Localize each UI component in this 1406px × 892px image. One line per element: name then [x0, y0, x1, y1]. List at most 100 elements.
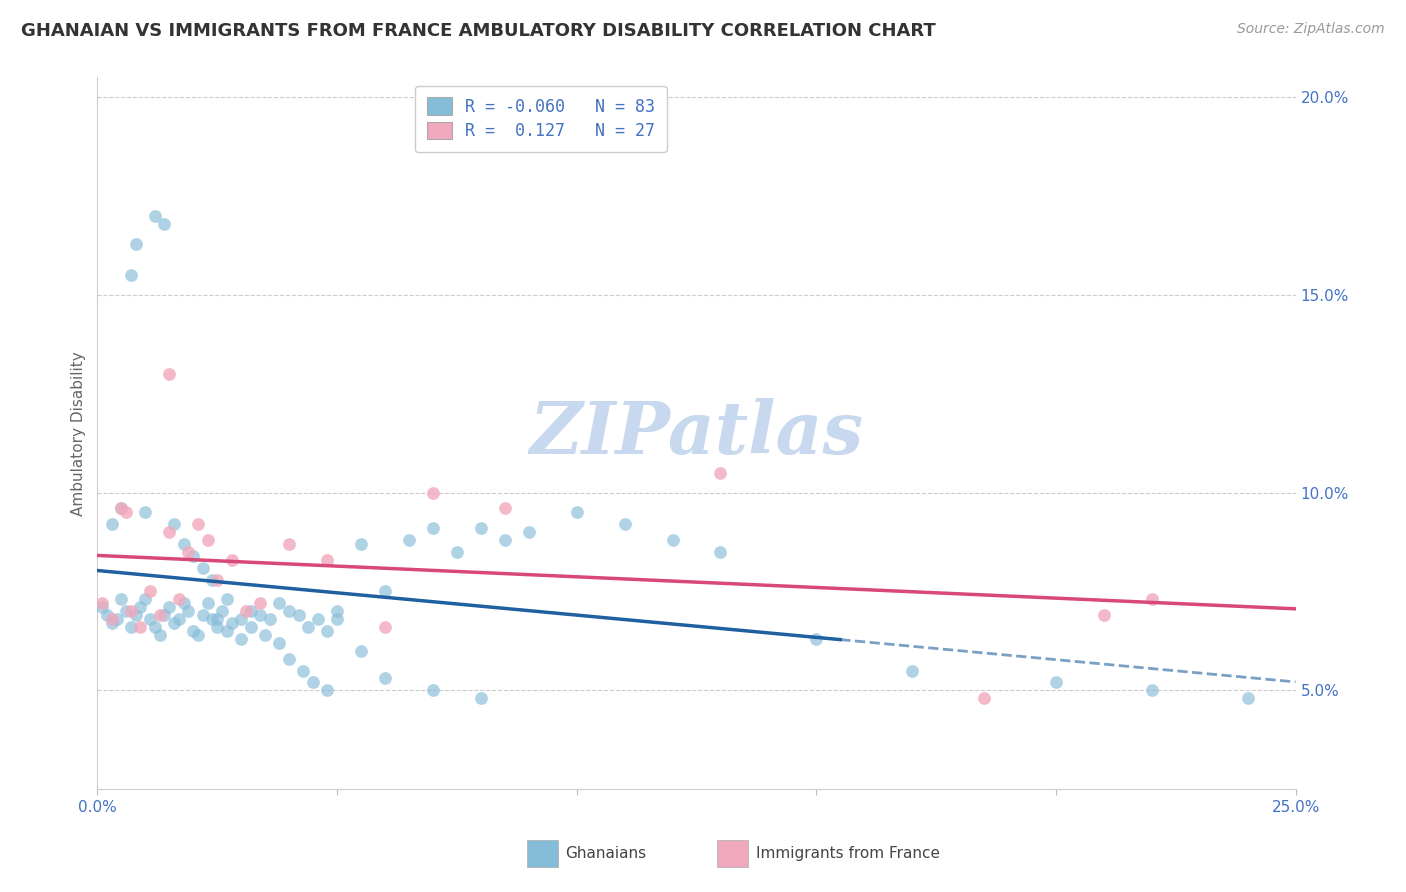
Point — [153, 217, 176, 231]
Point — [422, 683, 444, 698]
Point — [197, 533, 219, 547]
Text: Immigrants from France: Immigrants from France — [756, 847, 941, 861]
Point — [205, 612, 228, 626]
Point — [105, 612, 128, 626]
Point — [287, 608, 309, 623]
Point — [120, 620, 142, 634]
Point — [1140, 683, 1163, 698]
Point — [110, 501, 132, 516]
Point — [215, 592, 238, 607]
Point — [973, 691, 995, 706]
Text: GHANAIAN VS IMMIGRANTS FROM FRANCE AMBULATORY DISABILITY CORRELATION CHART: GHANAIAN VS IMMIGRANTS FROM FRANCE AMBUL… — [21, 22, 936, 40]
Point — [239, 620, 262, 634]
Point — [422, 521, 444, 535]
Point — [163, 517, 186, 532]
Point — [205, 620, 228, 634]
Point — [129, 600, 152, 615]
Point — [661, 533, 683, 547]
Point — [205, 573, 228, 587]
Point — [231, 612, 253, 626]
Point — [110, 501, 132, 516]
Point — [177, 604, 200, 618]
Point — [350, 644, 373, 658]
Point — [374, 620, 396, 634]
Point — [297, 620, 319, 634]
Point — [316, 624, 339, 638]
Point — [139, 584, 162, 599]
Point — [470, 521, 492, 535]
Point — [254, 628, 277, 642]
Point — [157, 367, 180, 381]
Point — [709, 545, 731, 559]
Point — [316, 553, 339, 567]
Point — [249, 596, 271, 610]
Point — [125, 608, 148, 623]
Point — [187, 628, 209, 642]
Point — [517, 525, 540, 540]
Point — [215, 624, 238, 638]
Point — [221, 616, 243, 631]
Point — [470, 691, 492, 706]
Legend: R = -0.060   N = 83, R =  0.127   N = 27: R = -0.060 N = 83, R = 0.127 N = 27 — [415, 86, 666, 153]
Point — [269, 636, 291, 650]
Point — [901, 664, 924, 678]
Point — [163, 616, 186, 631]
Point — [1092, 608, 1115, 623]
Point — [307, 612, 329, 626]
Point — [235, 604, 257, 618]
Point — [177, 545, 200, 559]
Point — [326, 604, 349, 618]
Point — [292, 664, 315, 678]
Point — [187, 517, 209, 532]
Text: Ghanaians: Ghanaians — [565, 847, 647, 861]
Point — [115, 604, 138, 618]
Point — [350, 537, 373, 551]
Point — [134, 505, 156, 519]
Point — [91, 600, 114, 615]
Point — [197, 596, 219, 610]
Point — [91, 596, 114, 610]
Point — [149, 608, 172, 623]
Y-axis label: Ambulatory Disability: Ambulatory Disability — [72, 351, 86, 516]
Point — [110, 592, 132, 607]
Point — [143, 620, 166, 634]
Point — [173, 537, 195, 551]
Point — [153, 608, 176, 623]
Point — [613, 517, 636, 532]
Point — [231, 632, 253, 646]
Point — [96, 608, 118, 623]
Text: Source: ZipAtlas.com: Source: ZipAtlas.com — [1237, 22, 1385, 37]
Point — [120, 604, 142, 618]
Point — [191, 560, 214, 574]
Point — [422, 485, 444, 500]
Point — [120, 268, 142, 282]
Point — [239, 604, 262, 618]
Point — [143, 209, 166, 223]
Point — [316, 683, 339, 698]
Text: ZIPatlas: ZIPatlas — [530, 398, 863, 469]
Point — [139, 612, 162, 626]
Point — [302, 675, 325, 690]
Point — [100, 612, 122, 626]
Point — [565, 505, 588, 519]
Point — [221, 553, 243, 567]
Point — [201, 573, 224, 587]
Point — [1236, 691, 1258, 706]
Point — [494, 533, 516, 547]
Point — [278, 604, 301, 618]
Point — [157, 525, 180, 540]
Point — [374, 584, 396, 599]
Point — [494, 501, 516, 516]
Point — [125, 236, 148, 251]
Point — [211, 604, 233, 618]
Point — [201, 612, 224, 626]
Point — [129, 620, 152, 634]
Point — [149, 628, 172, 642]
Point — [446, 545, 468, 559]
Point — [269, 596, 291, 610]
Point — [134, 592, 156, 607]
Point — [181, 624, 204, 638]
Point — [1045, 675, 1067, 690]
Point — [278, 537, 301, 551]
Point — [806, 632, 828, 646]
